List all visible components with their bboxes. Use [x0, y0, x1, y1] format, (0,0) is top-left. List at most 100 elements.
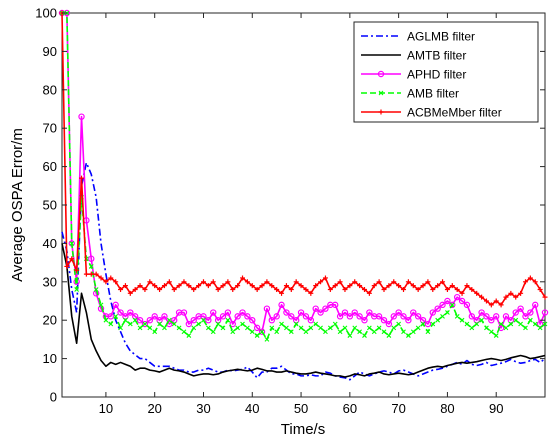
data-point [297, 309, 305, 316]
data-point [390, 313, 397, 320]
data-point [210, 329, 216, 335]
data-point [410, 309, 417, 316]
data-point [269, 325, 275, 331]
data-point [522, 313, 529, 320]
data-point [327, 286, 333, 292]
data-point [498, 302, 504, 308]
data-point [518, 321, 523, 327]
data-point [342, 286, 348, 292]
data-point [219, 313, 227, 320]
ticks-layer: 10 20 30 40 50 60 70 80 90 0 10 20 30 40 50 60 70 80 90 100 [35, 6, 545, 416]
data-point [396, 283, 402, 289]
data-point [463, 301, 471, 309]
legend-label: AGLMB filter [407, 30, 475, 44]
data-point [484, 325, 489, 331]
data-point [371, 283, 377, 289]
series-line [62, 12, 546, 341]
data-point [283, 309, 290, 316]
data-point [517, 305, 524, 312]
data-point [78, 113, 85, 120]
x-tick-label: 30 [196, 401, 210, 416]
data-point [244, 279, 250, 285]
data-point [483, 298, 489, 304]
data-point [444, 286, 450, 292]
data-point [269, 283, 275, 289]
data-point [357, 283, 363, 289]
x-tick-label: 20 [147, 401, 161, 416]
data-point [127, 309, 134, 316]
data-point [332, 321, 338, 327]
data-point [98, 302, 104, 308]
data-point [156, 317, 163, 324]
data-point [449, 302, 455, 308]
data-point [542, 321, 548, 327]
data-point [245, 325, 250, 331]
data-point [493, 313, 500, 320]
data-point [225, 317, 231, 323]
data-point [527, 309, 534, 316]
data-point [210, 279, 216, 285]
x-tick-label: 50 [294, 401, 308, 416]
data-point [118, 286, 124, 292]
y-tick-label: 0 [50, 390, 57, 405]
data-point [420, 321, 426, 327]
data-point [259, 283, 265, 289]
y-tick-label: 50 [43, 198, 57, 213]
data-point [381, 286, 387, 292]
data-point [366, 309, 373, 316]
data-point [346, 313, 354, 320]
data-point [512, 309, 519, 316]
data-point [185, 320, 193, 328]
legend-box [353, 21, 539, 123]
data-point [268, 317, 275, 324]
x-tick-label: 40 [245, 401, 259, 416]
series-line [61, 243, 546, 378]
data-point [259, 329, 265, 335]
x-tick-label: 80 [440, 401, 454, 416]
data-point [400, 313, 407, 320]
data-point [464, 283, 470, 289]
data-point [118, 325, 123, 331]
data-point [108, 275, 114, 281]
data-point [225, 279, 231, 285]
data-point [108, 321, 114, 327]
data-point [478, 309, 485, 316]
data-point [103, 317, 109, 323]
data-point [214, 317, 222, 324]
data-point [190, 317, 197, 324]
data-point [253, 324, 261, 332]
data-point [224, 309, 232, 316]
data-point [474, 290, 480, 296]
data-point [293, 279, 299, 285]
data-point [488, 329, 494, 335]
data-point [405, 279, 411, 285]
data-point [342, 325, 348, 331]
data-point [93, 271, 99, 277]
data-point [235, 283, 241, 289]
data-point [141, 320, 149, 328]
data-point [479, 317, 484, 323]
data-point [229, 320, 236, 328]
data-point [508, 321, 514, 327]
data-point [381, 329, 387, 335]
series-line [61, 12, 546, 306]
data-point [401, 329, 406, 335]
data-point [396, 321, 402, 327]
data-point [352, 325, 358, 331]
data-point [113, 279, 119, 285]
y-tick-label: 10 [43, 351, 57, 366]
data-point [459, 290, 465, 296]
data-point [332, 301, 339, 309]
data-point [537, 286, 543, 292]
data-point [171, 286, 177, 292]
data-point [405, 317, 412, 324]
data-point [439, 301, 446, 309]
data-point [527, 317, 533, 323]
data-point [357, 329, 362, 335]
data-point [137, 283, 143, 289]
legend-label: ACBMeMber filter [407, 106, 502, 120]
data-point [274, 329, 280, 335]
data-point [303, 329, 309, 335]
y-tick-label: 100 [35, 6, 57, 21]
data-point [162, 325, 167, 331]
